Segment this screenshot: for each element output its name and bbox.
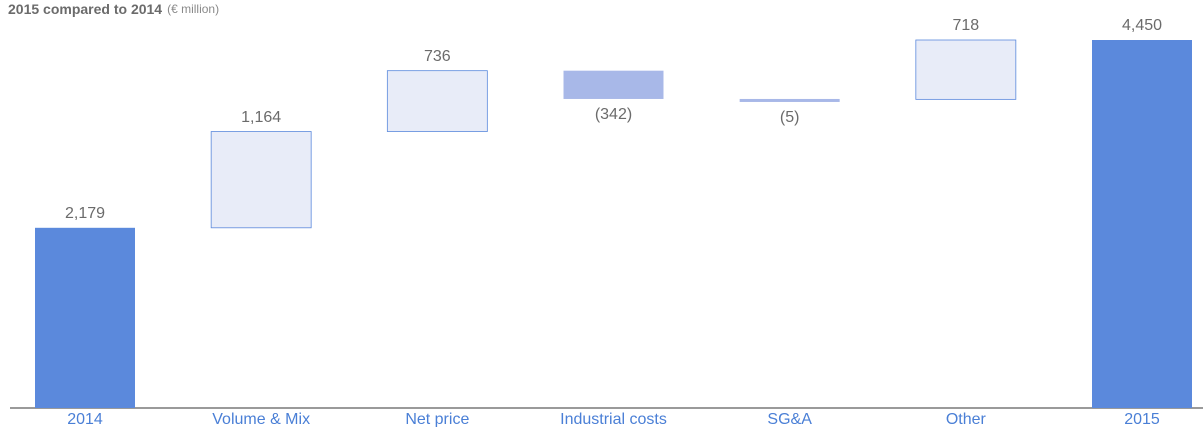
bar <box>1092 40 1192 408</box>
unit: (€ million) <box>167 2 219 16</box>
x-tick-label: 2014 <box>67 411 103 427</box>
value-label: 718 <box>952 17 979 34</box>
bar <box>915 39 1017 100</box>
x-tick-label: 2015 <box>1124 411 1160 427</box>
x-tick-label: Other <box>946 411 987 427</box>
value-label: 736 <box>424 48 451 65</box>
x-tick-label: Industrial costs <box>560 411 667 427</box>
title: 2015 compared to 2014 <box>8 1 162 17</box>
value-label: 4,450 <box>1122 17 1162 34</box>
chart-title: 2015 compared to 2014 (€ million) <box>8 1 219 17</box>
value-label: 1,164 <box>241 109 281 126</box>
bar <box>739 98 840 102</box>
bar <box>210 131 312 229</box>
x-tick-label: Net price <box>405 411 469 427</box>
bar <box>35 227 135 408</box>
value-label: (5) <box>780 109 800 126</box>
x-tick-label: SG&A <box>767 411 812 427</box>
bar <box>386 70 488 132</box>
bar <box>563 70 664 99</box>
value-label: (342) <box>595 106 632 123</box>
x-tick-label: Volume & Mix <box>212 411 310 427</box>
value-label: 2,179 <box>65 205 105 222</box>
